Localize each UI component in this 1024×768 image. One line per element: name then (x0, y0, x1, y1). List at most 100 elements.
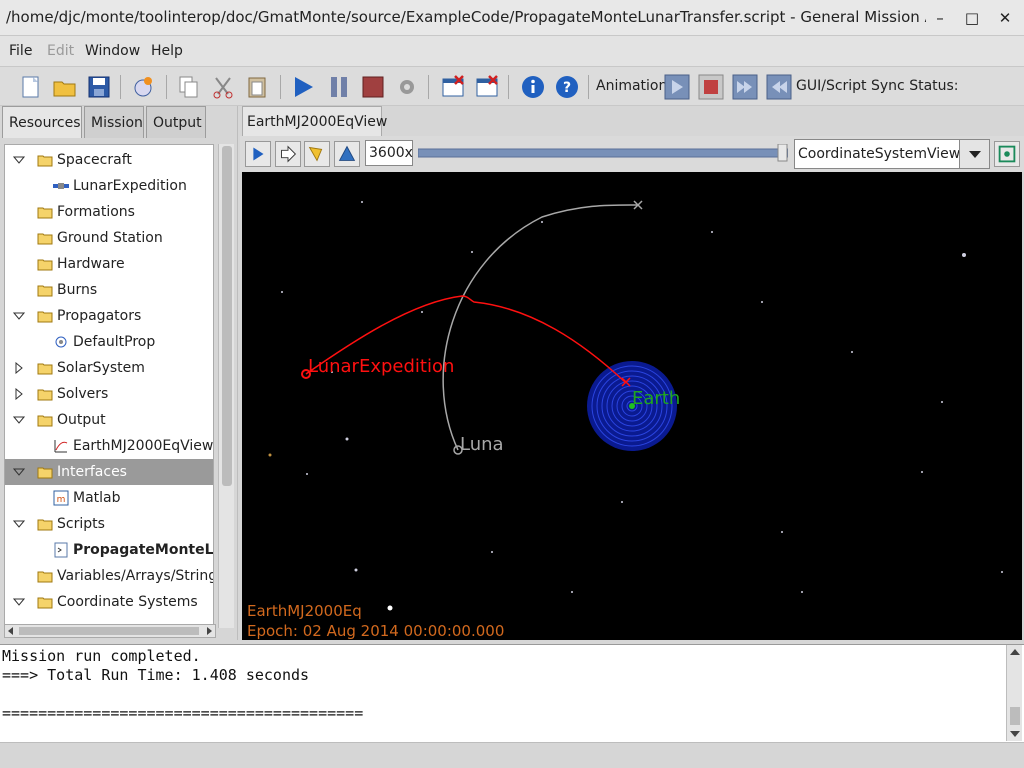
tree-item-burns[interactable]: Burns (5, 277, 213, 303)
play-animation-icon[interactable] (245, 141, 271, 167)
folder-icon (37, 415, 53, 427)
open-folder-icon[interactable] (52, 74, 78, 100)
close-window-icon[interactable] (440, 74, 466, 100)
hscroll-thumb[interactable] (19, 627, 199, 635)
tree-item-matlab[interactable]: m Matlab (5, 485, 213, 511)
spacecraft-icon (53, 183, 69, 189)
propagator-icon (55, 336, 67, 348)
scroll-right-icon[interactable] (203, 625, 215, 637)
animation-slider[interactable] (418, 144, 788, 162)
expand-arrow-icon[interactable] (13, 466, 25, 478)
luna-marker (453, 445, 463, 455)
tree-item-coordinate-systems[interactable]: Coordinate Systems (5, 589, 213, 615)
folder-icon (37, 389, 53, 401)
maximize-button[interactable]: □ (964, 9, 980, 27)
tab-resources[interactable]: Resources (2, 106, 82, 138)
tab-earthmj2000eqview[interactable]: EarthMJ2000EqView (242, 106, 387, 136)
collapsed-arrow-icon[interactable] (13, 388, 25, 400)
tree-item-solarsystem[interactable]: SolarSystem (5, 355, 213, 381)
folder-icon (37, 233, 53, 245)
axes-icon[interactable] (334, 141, 360, 167)
orbit-view-icon (54, 440, 68, 453)
tab-output[interactable]: Output (146, 106, 206, 138)
menu-file[interactable]: File (9, 43, 33, 59)
earth-disk (587, 361, 677, 451)
tree-item-solvers[interactable]: Solvers (5, 381, 213, 407)
expand-arrow-icon[interactable] (13, 518, 25, 530)
pause-icon[interactable] (326, 74, 352, 100)
menu-help[interactable]: Help (151, 43, 183, 59)
scroll-left-icon[interactable] (5, 625, 17, 637)
speed-input[interactable]: 3600x (365, 140, 413, 166)
tree-item-scripts[interactable]: Scripts (5, 511, 213, 537)
status-bar (0, 742, 1024, 768)
copy-icon[interactable] (176, 74, 202, 100)
dropdown-button[interactable] (959, 140, 989, 168)
tree-vertical-scrollbar[interactable] (218, 144, 234, 628)
gear-icon[interactable] (394, 74, 420, 100)
paste-icon[interactable] (244, 74, 270, 100)
folder-icon (37, 597, 53, 609)
animation-faster-icon[interactable] (732, 74, 758, 100)
cut-icon[interactable] (210, 74, 236, 100)
orbit-view-canvas[interactable]: LunarExpedition Earth Luna EarthMJ2000Eq… (242, 172, 1022, 640)
console-scrollbar[interactable] (1006, 645, 1022, 741)
tree-item-spacecraft[interactable]: Spacecraft (5, 147, 213, 173)
animation-play-icon[interactable] (664, 74, 690, 100)
tree-item-variables[interactable]: Variables/Arrays/Strings (5, 563, 213, 589)
expand-arrow-icon[interactable] (13, 414, 25, 426)
expand-arrow-icon[interactable] (13, 310, 25, 322)
luna-label: Luna (460, 434, 504, 455)
scroll-up-icon[interactable] (1007, 645, 1023, 659)
tree-item-output[interactable]: Output (5, 407, 213, 433)
resources-panel: Resources Mission Output Spacecraft Luna… (0, 106, 238, 640)
animation-stop-icon[interactable] (698, 74, 724, 100)
tree-item-interfaces[interactable]: Interfaces (5, 459, 213, 485)
expand-arrow-icon[interactable] (13, 154, 25, 166)
stop-icon[interactable] (360, 74, 386, 100)
svg-text:m: m (57, 495, 66, 505)
tree-item-propagators[interactable]: Propagators (5, 303, 213, 329)
tree-item-script-file[interactable]: PropagateMonteLunarTransfer.script (5, 537, 213, 563)
run-script-icon[interactable] (130, 74, 156, 100)
folder-icon (37, 467, 53, 479)
luna-end-marker (633, 200, 643, 210)
menu-window[interactable]: Window (85, 43, 141, 59)
tree-item-hardware[interactable]: Hardware (5, 251, 213, 277)
light-icon[interactable] (304, 141, 330, 167)
message-console[interactable]: Mission run completed. ===> Total Run Ti… (0, 644, 1024, 742)
animation-slower-icon[interactable] (766, 74, 792, 100)
scroll-down-icon[interactable] (1007, 727, 1023, 741)
scroll-thumb[interactable] (222, 146, 232, 486)
info-icon[interactable] (520, 74, 546, 100)
new-file-icon[interactable] (18, 74, 44, 100)
console-scroll-thumb[interactable] (1010, 707, 1020, 725)
console-line: ===> Total Run Time: 1.408 seconds (2, 666, 310, 684)
tree-item-defaultprop[interactable]: DefaultProp (5, 329, 213, 355)
coordinate-system-select[interactable]: CoordinateSystemView1 (794, 139, 990, 169)
close-all-icon[interactable] (474, 74, 500, 100)
tree-item-earthmj2000eqview[interactable]: EarthMJ2000EqView (5, 433, 213, 459)
tree-item-ground-station[interactable]: Ground Station (5, 225, 213, 251)
step-icon[interactable] (275, 141, 301, 167)
minimize-button[interactable]: – (936, 9, 944, 27)
help-icon[interactable]: ? (554, 74, 580, 100)
save-icon[interactable] (86, 74, 112, 100)
folder-icon (37, 285, 53, 297)
menu-bar: File Edit Window Help (0, 36, 1024, 66)
trajectory-end-marker (621, 377, 631, 387)
tree-horizontal-scrollbar[interactable] (4, 624, 216, 638)
menu-edit[interactable]: Edit (47, 43, 75, 59)
run-icon[interactable] (290, 74, 316, 100)
close-button[interactable]: ✕ (998, 9, 1012, 27)
spacecraft-trajectory (305, 295, 626, 383)
reset-view-icon[interactable] (994, 141, 1020, 167)
sync-status-label: GUI/Script Sync Status: (796, 78, 959, 94)
folder-icon (37, 259, 53, 271)
view-toolbar: 3600x CoordinateSystemView1 (240, 136, 1024, 172)
tree-item-lunarexpedition[interactable]: LunarExpedition (5, 173, 213, 199)
collapsed-arrow-icon[interactable] (13, 362, 25, 374)
tab-mission[interactable]: Mission (84, 106, 144, 138)
tree-item-formations[interactable]: Formations (5, 199, 213, 225)
expand-arrow-icon[interactable] (13, 596, 25, 608)
